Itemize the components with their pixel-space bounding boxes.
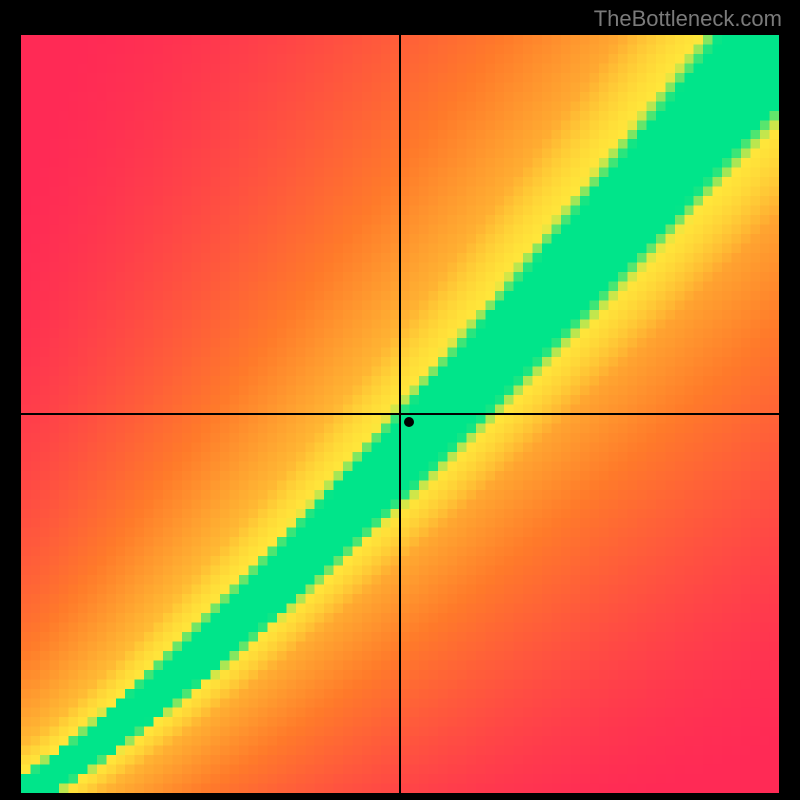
selection-point xyxy=(404,417,414,427)
crosshair-horizontal xyxy=(21,413,779,415)
watermark-text: TheBottleneck.com xyxy=(594,6,782,32)
chart-container: { "watermark": { "text": "TheBottleneck.… xyxy=(0,0,800,800)
